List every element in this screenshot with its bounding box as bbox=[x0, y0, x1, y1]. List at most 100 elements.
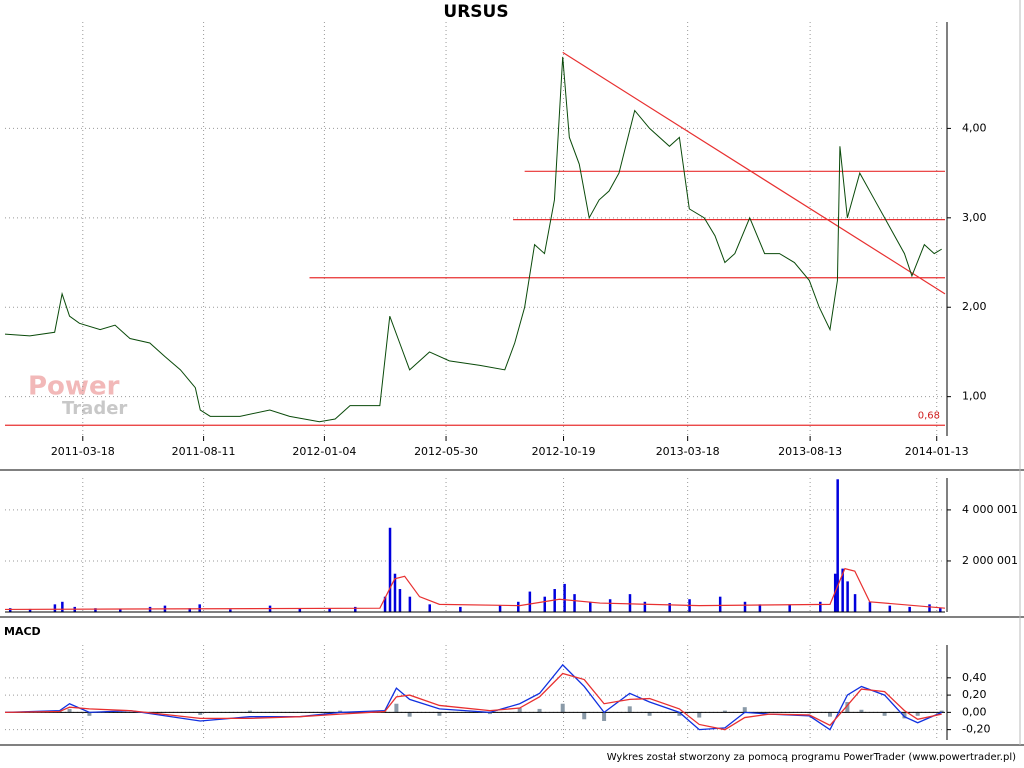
histogram-bar bbox=[647, 712, 652, 716]
histogram-bar bbox=[602, 712, 607, 721]
volume-bar bbox=[643, 601, 647, 612]
histogram-bar bbox=[627, 706, 632, 713]
volume-bar bbox=[498, 605, 502, 612]
volume-bar bbox=[53, 604, 57, 612]
x-tick-label: 2012-10-19 bbox=[532, 445, 596, 458]
volume-bar bbox=[198, 604, 201, 612]
x-tick-label: 2011-08-11 bbox=[172, 445, 236, 458]
volume-bar bbox=[393, 573, 397, 612]
volume-bar bbox=[758, 604, 762, 612]
volume-bar bbox=[8, 608, 12, 612]
histogram-bar bbox=[677, 712, 682, 716]
histogram-bar bbox=[517, 708, 522, 713]
volume-bar bbox=[841, 568, 844, 612]
series-line bbox=[4, 672, 942, 731]
volume-bar bbox=[229, 609, 232, 612]
volume-bar bbox=[819, 601, 822, 612]
histogram-bar bbox=[697, 712, 702, 718]
x-tick-label: 2012-01-04 bbox=[292, 445, 356, 458]
histogram-bar bbox=[394, 703, 399, 713]
series-line bbox=[4, 663, 942, 731]
histogram-bar bbox=[882, 712, 887, 716]
y-tick-label: -0,20 bbox=[962, 723, 990, 736]
histogram-bar bbox=[87, 712, 92, 716]
volume-bar bbox=[459, 606, 462, 612]
footer: Wykres został stworzony za pomocą progra… bbox=[607, 752, 1016, 763]
volume-bar bbox=[28, 608, 32, 612]
volume-bar bbox=[188, 608, 192, 612]
y-tick-label: 1,00 bbox=[962, 390, 987, 403]
volume-bar bbox=[853, 594, 857, 612]
histogram-bar bbox=[67, 708, 72, 713]
volume-bar bbox=[668, 603, 671, 612]
histogram-bar bbox=[437, 712, 442, 716]
volume-bar bbox=[928, 604, 931, 612]
volume-bar bbox=[908, 606, 911, 612]
volume-bar bbox=[939, 608, 942, 612]
x-tick-label: 2011-03-18 bbox=[51, 445, 115, 458]
series-line bbox=[4, 56, 942, 423]
volume-bar bbox=[383, 596, 387, 612]
histogram-bar bbox=[827, 712, 832, 717]
volume-bar bbox=[846, 581, 849, 612]
histogram-bar bbox=[560, 703, 565, 713]
volume-bar bbox=[608, 599, 612, 612]
y-tick-label: 0,00 bbox=[962, 705, 987, 718]
volume-bar bbox=[528, 591, 532, 612]
histogram-bar bbox=[742, 707, 747, 713]
y-tick-label: 0,40 bbox=[962, 671, 987, 684]
y-tick-label: 3,00 bbox=[962, 211, 987, 224]
chart-title: URSUS bbox=[443, 2, 508, 22]
volume-bar bbox=[718, 596, 722, 612]
volume-bar bbox=[398, 589, 402, 612]
histogram-bar bbox=[845, 702, 850, 713]
moving-average bbox=[4, 567, 946, 611]
volume-bar bbox=[573, 594, 576, 612]
volume-bar bbox=[61, 601, 64, 612]
volume-bar bbox=[388, 527, 392, 612]
x-tick-label: 2013-03-18 bbox=[656, 445, 720, 458]
y-tick-label: 4 000 001 bbox=[962, 503, 1018, 516]
histogram-bar bbox=[902, 712, 907, 719]
volume-bar bbox=[119, 609, 122, 612]
histogram-bar bbox=[722, 710, 727, 713]
y-tick-label: 2 000 001 bbox=[962, 554, 1018, 567]
histogram-bar bbox=[939, 710, 944, 713]
trend-line bbox=[562, 51, 946, 295]
y-tick-label: 4,00 bbox=[962, 121, 987, 134]
volume-bar bbox=[788, 604, 791, 612]
watermark: Trader bbox=[62, 398, 127, 419]
histogram-bar bbox=[487, 712, 492, 715]
volume-bar bbox=[589, 601, 592, 612]
histogram-bar bbox=[915, 712, 920, 716]
volume-bar bbox=[408, 596, 412, 612]
histogram-bar bbox=[859, 709, 864, 713]
y-tick-label: 2,00 bbox=[962, 300, 987, 313]
x-tick-label: 2013-08-13 bbox=[778, 445, 842, 458]
volume-bar bbox=[628, 594, 632, 612]
volume-bar bbox=[328, 608, 331, 612]
volume-bar bbox=[563, 583, 566, 612]
volume-bar bbox=[743, 601, 747, 612]
histogram-bar bbox=[198, 712, 203, 715]
y-tick-label: 0,20 bbox=[962, 688, 987, 701]
volume-bar bbox=[543, 596, 547, 612]
x-tick-label: 2014-01-13 bbox=[905, 445, 969, 458]
volume-bar bbox=[298, 608, 302, 612]
histogram-bar bbox=[407, 712, 412, 717]
volume-bar bbox=[836, 479, 839, 612]
level-label: 0,68 bbox=[918, 410, 940, 421]
histogram-bar bbox=[338, 710, 343, 713]
volume-bar bbox=[354, 606, 357, 612]
volume-bar bbox=[868, 601, 872, 612]
volume-bar bbox=[888, 605, 892, 612]
panel-title: MACD bbox=[4, 625, 41, 638]
volume-bar bbox=[94, 608, 97, 612]
histogram-bar bbox=[247, 710, 252, 713]
volume-bar bbox=[517, 601, 520, 612]
histogram-bar bbox=[582, 712, 587, 720]
volume-bar bbox=[428, 604, 431, 612]
histogram-bar bbox=[537, 708, 542, 713]
x-tick-label: 2012-05-30 bbox=[414, 445, 478, 458]
